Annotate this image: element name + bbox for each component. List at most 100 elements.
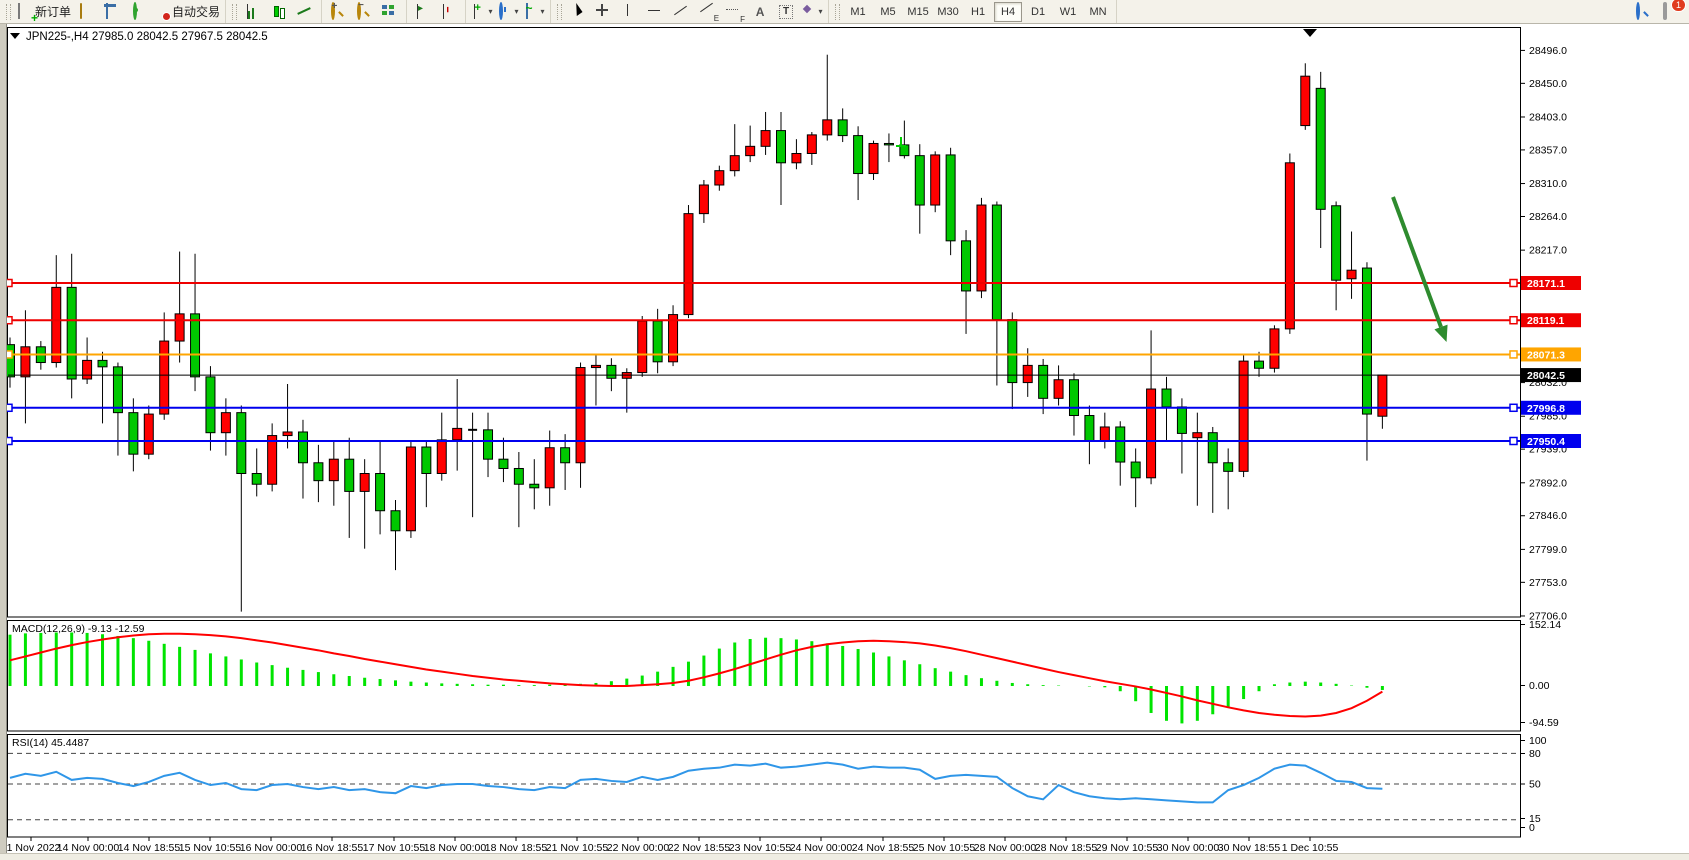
- text-label-button[interactable]: T: [774, 1, 798, 23]
- crosshair-tool-button[interactable]: [592, 1, 616, 23]
- navigator-button[interactable]: [126, 1, 150, 23]
- bull-candle[interactable]: [806, 134, 817, 154]
- new-order-button[interactable]: 新订单: [15, 1, 72, 23]
- bull-candle[interactable]: [637, 320, 648, 374]
- bear-candle[interactable]: [1038, 364, 1049, 399]
- bull-candle[interactable]: [51, 286, 62, 364]
- bear-candle[interactable]: [236, 412, 247, 475]
- bull-candle[interactable]: [590, 364, 601, 369]
- bear-candle[interactable]: [899, 144, 910, 157]
- vertical-line-button[interactable]: [618, 1, 642, 23]
- bull-candle[interactable]: [745, 145, 756, 157]
- bull-candle[interactable]: [1269, 328, 1280, 369]
- zoom-in-button[interactable]: [326, 1, 350, 23]
- bull-candle[interactable]: [436, 439, 447, 475]
- bear-candle[interactable]: [1315, 87, 1326, 210]
- toolbar-grip[interactable]: [835, 3, 841, 20]
- text-tool-button[interactable]: A: [748, 1, 772, 23]
- bull-candle[interactable]: [791, 152, 802, 164]
- bull-candle[interactable]: [359, 473, 370, 492]
- cursor-tool-button[interactable]: [566, 1, 590, 23]
- bear-candle[interactable]: [883, 142, 894, 146]
- toolbar-grip[interactable]: [6, 3, 11, 20]
- bull-candle[interactable]: [174, 313, 185, 342]
- chart-canvas[interactable]: 28496.0 28450.0 28403.0 28357.0 28310.0 28264…: [0, 24, 1689, 854]
- fibonacci-button[interactable]: [722, 1, 746, 23]
- bull-candle[interactable]: [159, 340, 170, 415]
- line-chart-button[interactable]: [293, 1, 317, 23]
- bull-candle[interactable]: [698, 184, 709, 215]
- bear-candle[interactable]: [1176, 406, 1187, 434]
- bull-candle[interactable]: [405, 446, 416, 532]
- scroll-marker-icon[interactable]: [1303, 29, 1317, 37]
- bull-candle[interactable]: [976, 204, 987, 292]
- bear-candle[interactable]: [853, 135, 864, 175]
- bull-candle[interactable]: [729, 155, 740, 172]
- bear-candle[interactable]: [297, 431, 308, 464]
- bear-candle[interactable]: [1361, 267, 1372, 415]
- bull-candle[interactable]: [1053, 379, 1064, 399]
- bull-candle[interactable]: [760, 130, 771, 147]
- bear-candle[interactable]: [529, 483, 540, 489]
- timeframe-button-m1[interactable]: M1: [850, 5, 866, 18]
- bull-candle[interactable]: [1146, 388, 1157, 479]
- bear-candle[interactable]: [1130, 461, 1141, 479]
- bull-candle[interactable]: [1346, 269, 1357, 280]
- trendline-button[interactable]: [670, 1, 694, 23]
- bull-candle[interactable]: [822, 119, 833, 136]
- bear-candle[interactable]: [1254, 360, 1265, 369]
- search-button[interactable]: [1631, 1, 1655, 23]
- channel-button[interactable]: [696, 1, 720, 23]
- bear-candle[interactable]: [837, 119, 848, 137]
- market-watch-button[interactable]: [74, 1, 98, 23]
- bear-candle[interactable]: [390, 510, 401, 532]
- arrows-tool-button[interactable]: ▾: [800, 1, 824, 23]
- autotrading-button[interactable]: 自动交易: [152, 1, 221, 23]
- timeframe-button-h4[interactable]: H4: [994, 1, 1023, 22]
- bull-candle[interactable]: [1377, 374, 1388, 417]
- chart-shift-button[interactable]: [437, 1, 461, 23]
- bear-candle[interactable]: [1331, 205, 1342, 281]
- bear-candle[interactable]: [1115, 426, 1126, 463]
- line-handle[interactable]: [1509, 350, 1518, 359]
- bear-candle[interactable]: [1007, 319, 1018, 384]
- timeframe-button-d1[interactable]: D1: [1031, 5, 1046, 18]
- bear-candle[interactable]: [945, 154, 956, 242]
- notifications-button[interactable]: 1: [1657, 0, 1686, 23]
- bar-chart-button[interactable]: [241, 1, 265, 23]
- bull-candle[interactable]: [668, 314, 679, 363]
- bear-candle[interactable]: [344, 458, 355, 492]
- macd-panel[interactable]: [7, 620, 1521, 732]
- bear-candle[interactable]: [375, 473, 386, 512]
- auto-scroll-button[interactable]: [411, 1, 435, 23]
- templates-button[interactable]: ▾: [522, 1, 546, 23]
- bear-candle[interactable]: [205, 376, 216, 434]
- timeframe-button-m5[interactable]: M5: [880, 5, 896, 18]
- bear-candle[interactable]: [128, 412, 139, 455]
- bull-candle[interactable]: [575, 367, 586, 464]
- bull-candle[interactable]: [1192, 432, 1203, 439]
- bear-candle[interactable]: [991, 204, 1002, 321]
- timeframe-button-h1[interactable]: H1: [971, 5, 986, 18]
- horizontal-line-button[interactable]: [644, 1, 668, 23]
- chart-area[interactable]: 28496.0 28450.0 28403.0 28357.0 28310.0 28264…: [0, 24, 1689, 854]
- periods-button[interactable]: ▾: [496, 1, 520, 23]
- bull-candle[interactable]: [1284, 162, 1295, 330]
- bear-candle[interactable]: [652, 320, 663, 363]
- timeframe-button-w1[interactable]: W1: [1059, 5, 1077, 18]
- tile-windows-button[interactable]: [378, 1, 402, 23]
- bull-candle[interactable]: [267, 435, 278, 485]
- bear-candle[interactable]: [513, 467, 524, 485]
- timeframe-button-m30[interactable]: M30: [937, 5, 959, 18]
- bear-candle[interactable]: [1084, 415, 1095, 442]
- candlestick-chart-button[interactable]: [267, 1, 291, 23]
- down-arrow-object[interactable]: [1391, 196, 1443, 328]
- bull-candle[interactable]: [1300, 75, 1311, 127]
- bear-candle[interactable]: [1161, 388, 1172, 408]
- line-handle[interactable]: [1509, 315, 1518, 325]
- bear-candle[interactable]: [1068, 379, 1079, 417]
- toolbar-grip[interactable]: [232, 3, 238, 20]
- bull-candle[interactable]: [20, 346, 31, 378]
- indicators-button[interactable]: ▾: [470, 1, 494, 23]
- main-chart-panel[interactable]: [7, 27, 1521, 618]
